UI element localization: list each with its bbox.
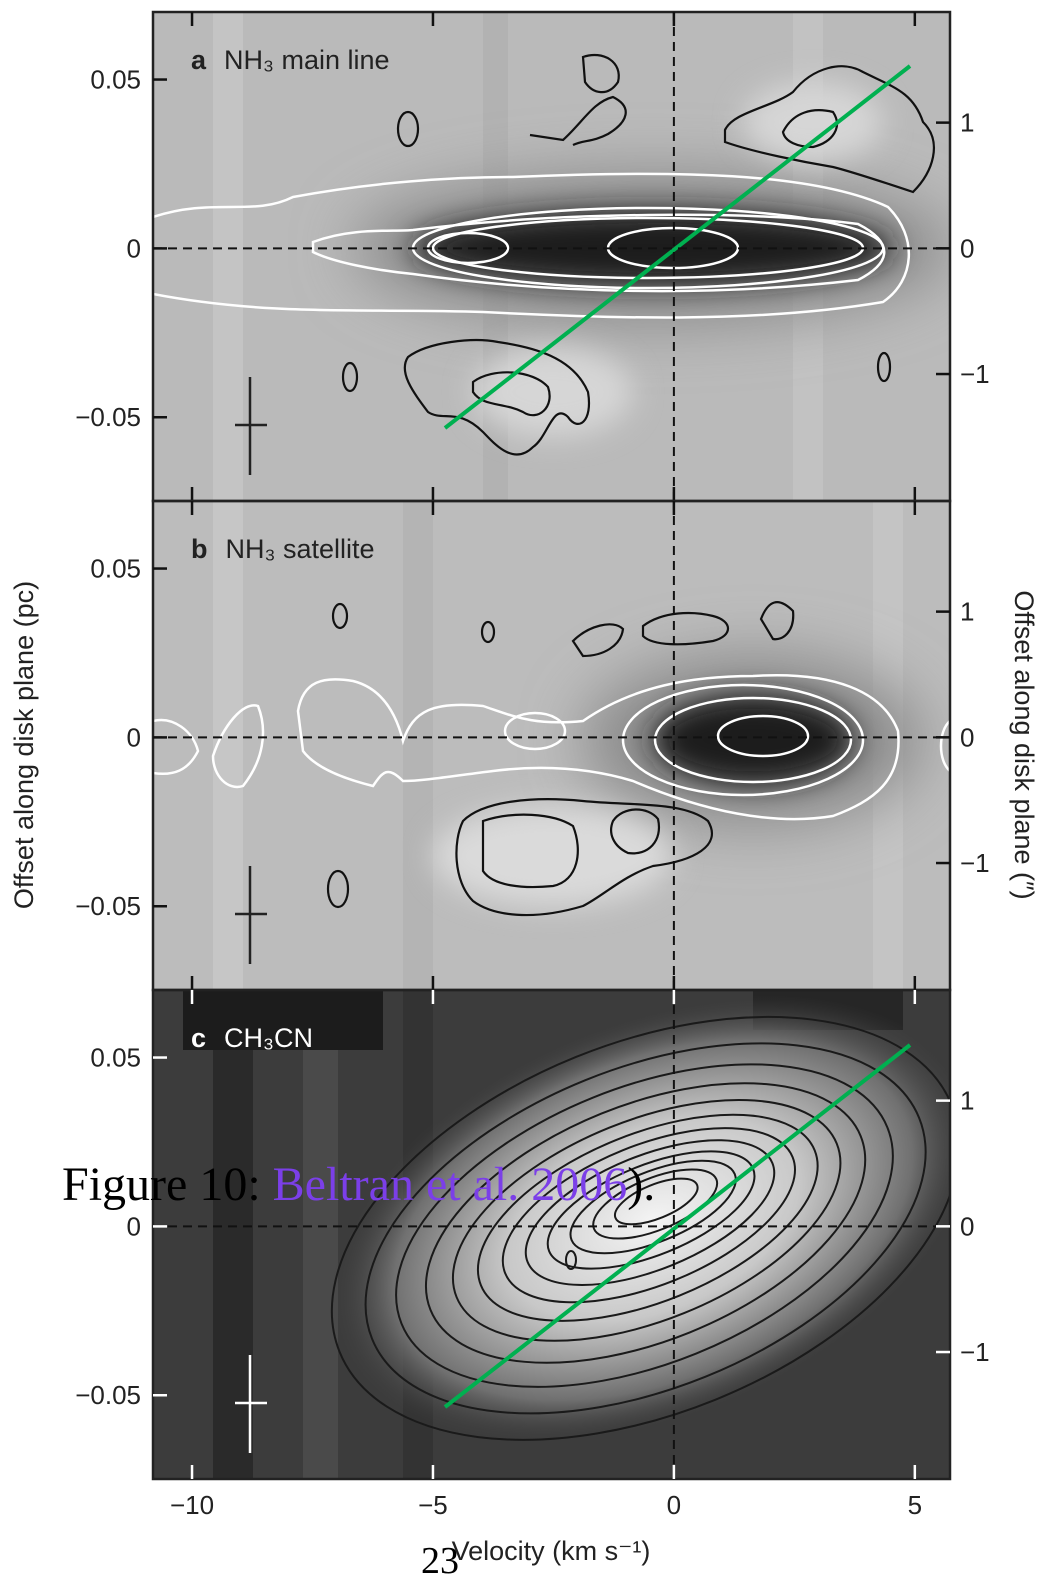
panel-frame (151, 988, 952, 1481)
y-tick-label: 0.05 (90, 554, 141, 584)
y-tick-label: −0.05 (75, 891, 141, 921)
y-tick-label: −0.05 (75, 1380, 141, 1410)
y-tick-label: 0.05 (90, 1043, 141, 1073)
panel-letter: b (191, 534, 208, 564)
panel-c-image (153, 990, 950, 1479)
citation-link[interactable]: Beltran et al. 2006 (273, 1158, 628, 1211)
y2-tick-label: −1 (960, 359, 990, 389)
y-tick-label: 0 (127, 1211, 141, 1241)
y-tick-label: 0 (127, 722, 141, 752)
y-axis-label: Offset along disk plane (pc) (9, 581, 39, 909)
y2-tick-label: 0 (960, 722, 974, 752)
y-tick-label: 0 (127, 233, 141, 263)
panel-label: b NH₃ satellite (191, 534, 375, 564)
y2-tick-label: 0 (960, 1211, 974, 1241)
y2-axis-label: Offset along disk plane (″) (1009, 590, 1039, 899)
y2-tick-label: 1 (960, 108, 974, 138)
y2-tick-label: 0 (960, 233, 974, 263)
x-tick-label: −10 (170, 1490, 214, 1520)
x-tick-label: −5 (418, 1490, 448, 1520)
panel-title: NH₃ satellite (226, 534, 375, 564)
y-tick-label: 0.05 (90, 65, 141, 95)
panel-title: NH₃ main line (224, 45, 390, 75)
x-axis-label: Velocity (km s⁻¹) (452, 1536, 651, 1566)
panel-label: a NH₃ main line (191, 45, 390, 75)
panel-letter: a (191, 45, 207, 75)
panel-a-image (153, 12, 950, 501)
panel-label: c CH₃CN (191, 1023, 313, 1053)
y-tick-label: −0.05 (75, 402, 141, 432)
caption: Figure 10: Beltran et al. 2006). (62, 1158, 655, 1211)
page-number: 23 (421, 1540, 459, 1580)
caption-prefix: Figure 10: (62, 1158, 273, 1211)
y2-tick-label: 1 (960, 1086, 974, 1116)
y2-tick-label: −1 (960, 848, 990, 878)
panel-title: CH₃CN (224, 1023, 313, 1053)
caption-suffix: ). (627, 1158, 655, 1211)
y2-tick-label: −1 (960, 1337, 990, 1367)
x-tick-label: 0 (667, 1490, 681, 1520)
panel-letter: c (191, 1023, 206, 1053)
y2-tick-label: 1 (960, 597, 974, 627)
x-tick-label: 5 (908, 1490, 922, 1520)
panel-b-image (153, 501, 950, 990)
